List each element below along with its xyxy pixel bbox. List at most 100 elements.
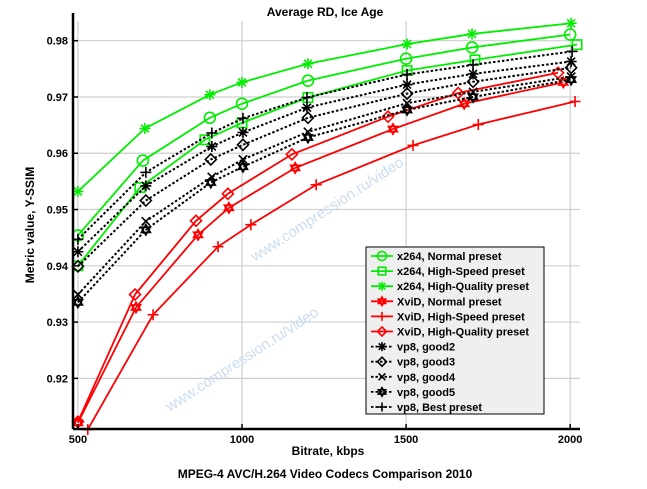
data-point-hexagram bbox=[237, 159, 249, 174]
series-line bbox=[86, 100, 576, 431]
marker-diamond bbox=[236, 138, 250, 152]
marker-hex-b bbox=[192, 231, 204, 242]
marker-ast bbox=[237, 77, 247, 87]
y-tick-label: 0.98 bbox=[47, 36, 68, 48]
marker-ast bbox=[303, 59, 313, 69]
marker-hex-a bbox=[387, 122, 399, 133]
series-line bbox=[77, 43, 578, 267]
marker-hex-b bbox=[139, 226, 152, 237]
data-point-asterisk bbox=[401, 38, 413, 50]
x-axis-label: Bitrate, kbps bbox=[292, 444, 365, 458]
marker-ast bbox=[205, 90, 215, 100]
data-point-asterisk bbox=[237, 126, 249, 138]
legend-item: vp8, Best preset bbox=[371, 402, 482, 414]
series-xvid-normal-preset bbox=[72, 75, 570, 430]
data-point-plus bbox=[301, 92, 313, 104]
legend-item: x264, High-Speed preset bbox=[371, 266, 525, 278]
data-point-asterisk bbox=[140, 180, 152, 192]
legend-item: x264, Normal preset bbox=[371, 250, 502, 263]
y-tick-label: 0.95 bbox=[47, 205, 68, 217]
legend-item: vp8, good5 bbox=[371, 386, 455, 399]
data-point-asterisk bbox=[236, 76, 248, 88]
marker-diamond bbox=[189, 214, 203, 228]
marker-hex-a bbox=[222, 201, 235, 212]
data-point-hexagram bbox=[289, 161, 302, 175]
marker-hex-a bbox=[72, 295, 84, 306]
data-point-asterisk bbox=[466, 28, 478, 40]
series-line bbox=[77, 60, 572, 253]
marker-circle bbox=[301, 74, 315, 87]
marker-x-b bbox=[378, 372, 386, 381]
data-point-x bbox=[141, 216, 151, 227]
marker-hex-b bbox=[557, 78, 570, 90]
legend-item: XviD, High-Quality preset bbox=[371, 325, 529, 339]
data-point-circle bbox=[399, 52, 413, 66]
data-point-asterisk bbox=[301, 102, 313, 114]
data-point-diamond bbox=[376, 325, 388, 338]
footer-caption: MPEG-4 AVC/H.264 Video Codecs Comparison… bbox=[178, 467, 473, 481]
marker-hex-b bbox=[222, 204, 235, 215]
legend-label: vp8, good4 bbox=[397, 372, 456, 384]
data-point-diamond bbox=[204, 152, 218, 167]
data-point-hexagram bbox=[376, 295, 388, 308]
marker-ast bbox=[140, 123, 150, 134]
marker-circle bbox=[465, 41, 479, 54]
marker-hex-a bbox=[192, 228, 204, 239]
data-point-diamond bbox=[285, 147, 299, 162]
y-tick-label: 0.94 bbox=[47, 261, 69, 273]
marker-diamond bbox=[128, 287, 142, 302]
data-point-hexagram bbox=[467, 90, 479, 104]
data-point-circle bbox=[465, 41, 479, 54]
data-point-diamond bbox=[221, 187, 235, 201]
series-line bbox=[77, 33, 571, 237]
marker-ast bbox=[402, 80, 412, 90]
marker-diamond bbox=[71, 259, 85, 273]
data-point-plus bbox=[72, 233, 84, 245]
data-point-plus bbox=[377, 311, 387, 321]
marker-hex-b bbox=[302, 134, 314, 145]
x-tick-label: 2000 bbox=[558, 434, 582, 446]
y-tick-label: 0.93 bbox=[47, 317, 68, 329]
data-point-diamond bbox=[128, 287, 142, 302]
series-x264-high-quality-preset bbox=[72, 17, 577, 198]
data-point-x bbox=[73, 289, 83, 300]
marker-diamond bbox=[400, 86, 414, 101]
data-point-plus bbox=[212, 241, 224, 253]
data-point-diamond bbox=[236, 138, 250, 152]
data-point-hexagram bbox=[139, 222, 152, 237]
legend-label: XviD, Normal preset bbox=[397, 296, 502, 308]
marker-diamond bbox=[221, 187, 235, 201]
marker-diamond bbox=[301, 111, 315, 125]
marker-hex-b bbox=[387, 125, 399, 136]
marker-ast bbox=[402, 39, 412, 49]
legend: x264, Normal preset x264, High-Speed pres… bbox=[365, 246, 545, 415]
legend-item: vp8, good4 bbox=[371, 372, 456, 384]
data-point-asterisk bbox=[206, 140, 218, 152]
legend-label: x264, High-Quality preset bbox=[397, 281, 529, 293]
data-point-asterisk bbox=[139, 122, 151, 134]
data-point-diamond bbox=[400, 86, 414, 101]
marker-hex-b bbox=[565, 76, 578, 87]
data-point-square bbox=[571, 39, 583, 51]
y-tick-label: 0.96 bbox=[47, 148, 68, 160]
data-point-plus bbox=[377, 402, 387, 412]
data-point-hexagram bbox=[401, 103, 413, 117]
data-point-hexagram bbox=[458, 96, 471, 111]
legend-label: x264, Normal preset bbox=[397, 251, 502, 263]
data-point-diamond bbox=[139, 193, 153, 208]
marker-square bbox=[571, 39, 583, 51]
marker-hex-a bbox=[302, 130, 314, 141]
marker-square bbox=[377, 266, 387, 276]
data-point-circle bbox=[563, 28, 577, 41]
marker-hex-b bbox=[289, 164, 302, 175]
legend-label: vp8, Best preset bbox=[397, 402, 482, 414]
data-point-circle bbox=[301, 74, 315, 87]
series-line bbox=[77, 81, 564, 424]
data-point-hexagram bbox=[72, 295, 84, 310]
chart-title: Average RD, Ice Age bbox=[267, 5, 384, 19]
marker-diamond bbox=[376, 356, 388, 368]
data-point-diamond bbox=[451, 86, 465, 100]
data-point-asterisk bbox=[302, 58, 314, 70]
marker-hex-a bbox=[401, 103, 413, 114]
data-point-asterisk bbox=[204, 89, 216, 101]
